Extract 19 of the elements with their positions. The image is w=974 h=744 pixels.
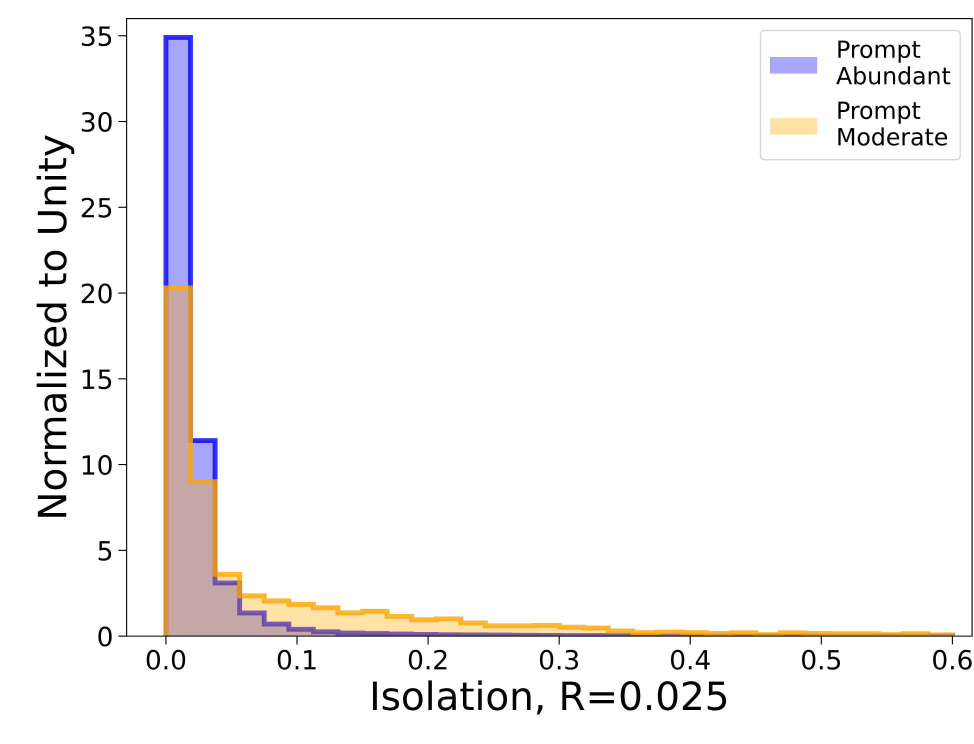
legend-label: Prompt Abundant xyxy=(836,40,950,85)
x-tick-label: 0.4 xyxy=(671,650,710,670)
x-tick-label: 0.6 xyxy=(933,650,972,670)
x-axis-title: Isolation, R=0.025 xyxy=(372,680,726,714)
y-tick-label: 15 xyxy=(82,370,112,390)
legend-label: Prompt Moderate xyxy=(838,102,948,146)
x-tick-label: 0.2 xyxy=(408,650,446,670)
y-tick-label: 10 xyxy=(82,455,112,475)
x-tick-label: 0.3 xyxy=(540,650,578,670)
y-axis-title: Normalized to Unity xyxy=(36,135,74,517)
y-tick-label: 0 xyxy=(98,626,112,647)
y-tick-label: 5 xyxy=(98,541,112,561)
x-tick-label: 0.0 xyxy=(146,650,186,670)
y-tick-label: 35 xyxy=(82,26,112,46)
y-tick-label: 20 xyxy=(82,283,112,304)
x-tick-label: 0.5 xyxy=(802,650,840,670)
x-tick-label: 0.1 xyxy=(278,650,316,670)
y-tick-label: 30 xyxy=(82,112,112,132)
y-tick-label: 25 xyxy=(82,198,112,218)
